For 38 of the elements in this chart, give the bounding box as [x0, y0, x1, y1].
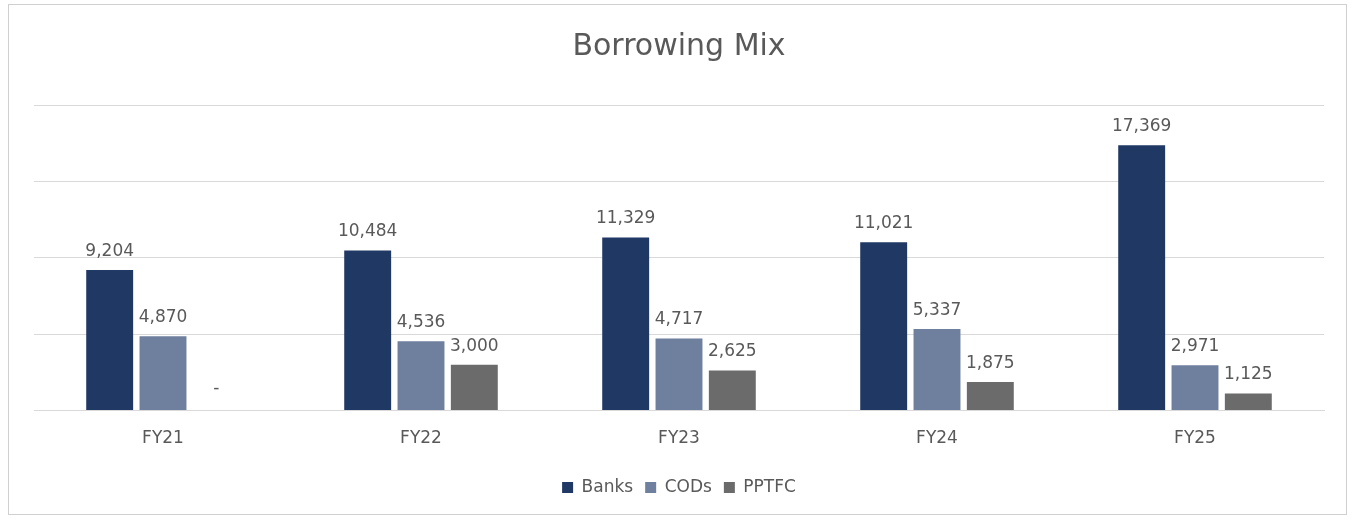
data-label: 1,875: [965, 351, 1015, 372]
bar: [344, 250, 392, 411]
x-tick-label: FY25: [1174, 427, 1216, 448]
bar: [1118, 145, 1166, 411]
data-label: 4,536: [396, 311, 446, 332]
legend-label: PPTFC: [743, 475, 796, 496]
data-label: 2,971: [1170, 335, 1220, 356]
text: -: [213, 376, 220, 397]
chart-title: Borrowing Mix: [572, 26, 786, 62]
data-label: 4,717: [654, 308, 704, 329]
legend-label: CODs: [664, 475, 712, 496]
bar: [602, 237, 650, 411]
bar: [860, 242, 908, 411]
data-label: 2,625: [707, 340, 757, 361]
x-tick-label: FY22: [400, 427, 442, 448]
data-label: 4,870: [138, 306, 188, 327]
bar: [450, 364, 498, 411]
bar: [913, 329, 961, 411]
data-label: 10,484: [337, 220, 398, 241]
bar: [966, 381, 1014, 411]
bar: [397, 341, 445, 411]
bar: [1171, 365, 1219, 411]
bar: [708, 370, 756, 411]
x-tick-label: FY21: [142, 427, 184, 448]
x-tick-label: FY24: [916, 427, 958, 448]
bar: [1224, 393, 1272, 411]
data-label: 1,125: [1223, 363, 1273, 384]
data-label: 11,021: [853, 212, 914, 233]
bar: [139, 336, 187, 411]
bar: [655, 338, 703, 411]
data-label: 9,204: [85, 239, 135, 260]
data-label: 5,337: [912, 298, 962, 319]
legend-label: Banks: [581, 475, 634, 496]
x-tick-label: FY23: [658, 427, 700, 448]
data-label: 3,000: [449, 334, 499, 355]
data-label: 11,329: [595, 207, 656, 228]
bar: [86, 269, 134, 411]
data-label: 17,369: [1111, 115, 1172, 136]
